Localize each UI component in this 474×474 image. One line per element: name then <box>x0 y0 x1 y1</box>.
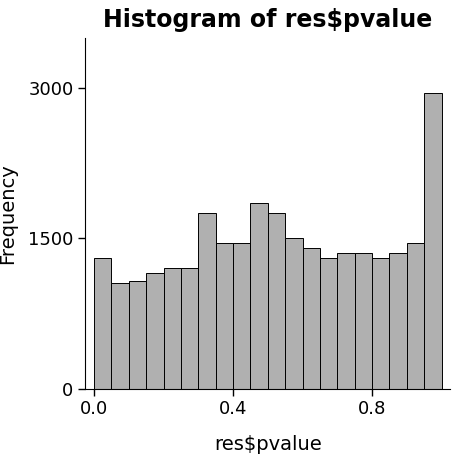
Bar <box>216 243 233 389</box>
Y-axis label: Frequency: Frequency <box>0 163 17 264</box>
Bar <box>129 282 146 389</box>
Bar <box>268 213 285 389</box>
Bar <box>372 258 390 389</box>
Bar <box>407 243 424 389</box>
Bar <box>337 254 355 389</box>
Bar <box>285 238 302 389</box>
Bar <box>233 243 250 389</box>
Bar <box>198 213 216 389</box>
Bar <box>250 203 268 389</box>
Bar <box>164 268 181 389</box>
Bar <box>111 283 129 389</box>
Bar <box>181 268 198 389</box>
Bar <box>302 248 320 389</box>
Bar <box>320 258 337 389</box>
Title: Histogram of res$pvalue: Histogram of res$pvalue <box>103 8 432 32</box>
Bar <box>94 258 111 389</box>
X-axis label: res$pvalue: res$pvalue <box>214 435 322 454</box>
Bar <box>146 273 164 389</box>
Bar <box>390 254 407 389</box>
Bar <box>355 254 372 389</box>
Bar <box>424 93 442 389</box>
